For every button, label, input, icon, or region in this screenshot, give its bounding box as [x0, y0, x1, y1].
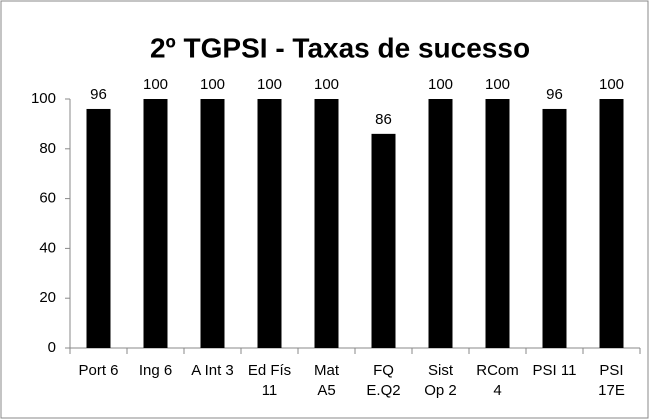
data-label: 100: [485, 76, 510, 93]
data-label: 100: [257, 76, 282, 93]
bar: [599, 99, 624, 348]
x-tick-label: RCom 4: [476, 362, 519, 399]
y-tick-label: 100: [31, 90, 56, 107]
data-label: 100: [314, 76, 339, 93]
x-tick-label: Sist Op 2: [424, 362, 457, 399]
y-tick-label: 40: [39, 239, 56, 256]
chart-title: 2º TGPSI - Taxas de sucesso: [150, 32, 530, 63]
y-tick-label: 0: [48, 339, 56, 356]
x-tick-label: Mat A5: [313, 362, 339, 399]
y-tick-label: 60: [39, 190, 56, 207]
x-tick-label: Port 6: [78, 362, 119, 379]
data-label: 100: [428, 76, 453, 93]
bar: [485, 99, 510, 348]
bar: [143, 99, 168, 348]
bar: [428, 99, 453, 348]
data-label: 96: [546, 86, 563, 103]
x-tick-label: A Int 3: [191, 362, 234, 379]
y-tick-label: 80: [39, 140, 56, 157]
data-label: 100: [599, 76, 624, 93]
x-tick-label: PSI 17E: [598, 362, 625, 399]
x-tick-label: PSI 11: [532, 362, 577, 379]
bar: [371, 133, 396, 348]
y-tick-label: 20: [39, 289, 56, 306]
x-tick-label: Ing 6: [138, 362, 173, 379]
x-tick-label: Ed Fís 11: [247, 362, 292, 399]
data-label: 96: [90, 86, 107, 103]
bar: [542, 108, 567, 349]
bar: [257, 99, 282, 348]
data-label: 100: [200, 76, 225, 93]
x-tick-label: FQ E.Q2: [366, 362, 401, 399]
bar: [314, 99, 339, 348]
bar: [200, 99, 225, 348]
data-label: 100: [143, 76, 168, 93]
bar: [86, 108, 111, 349]
data-label: 86: [375, 111, 392, 128]
